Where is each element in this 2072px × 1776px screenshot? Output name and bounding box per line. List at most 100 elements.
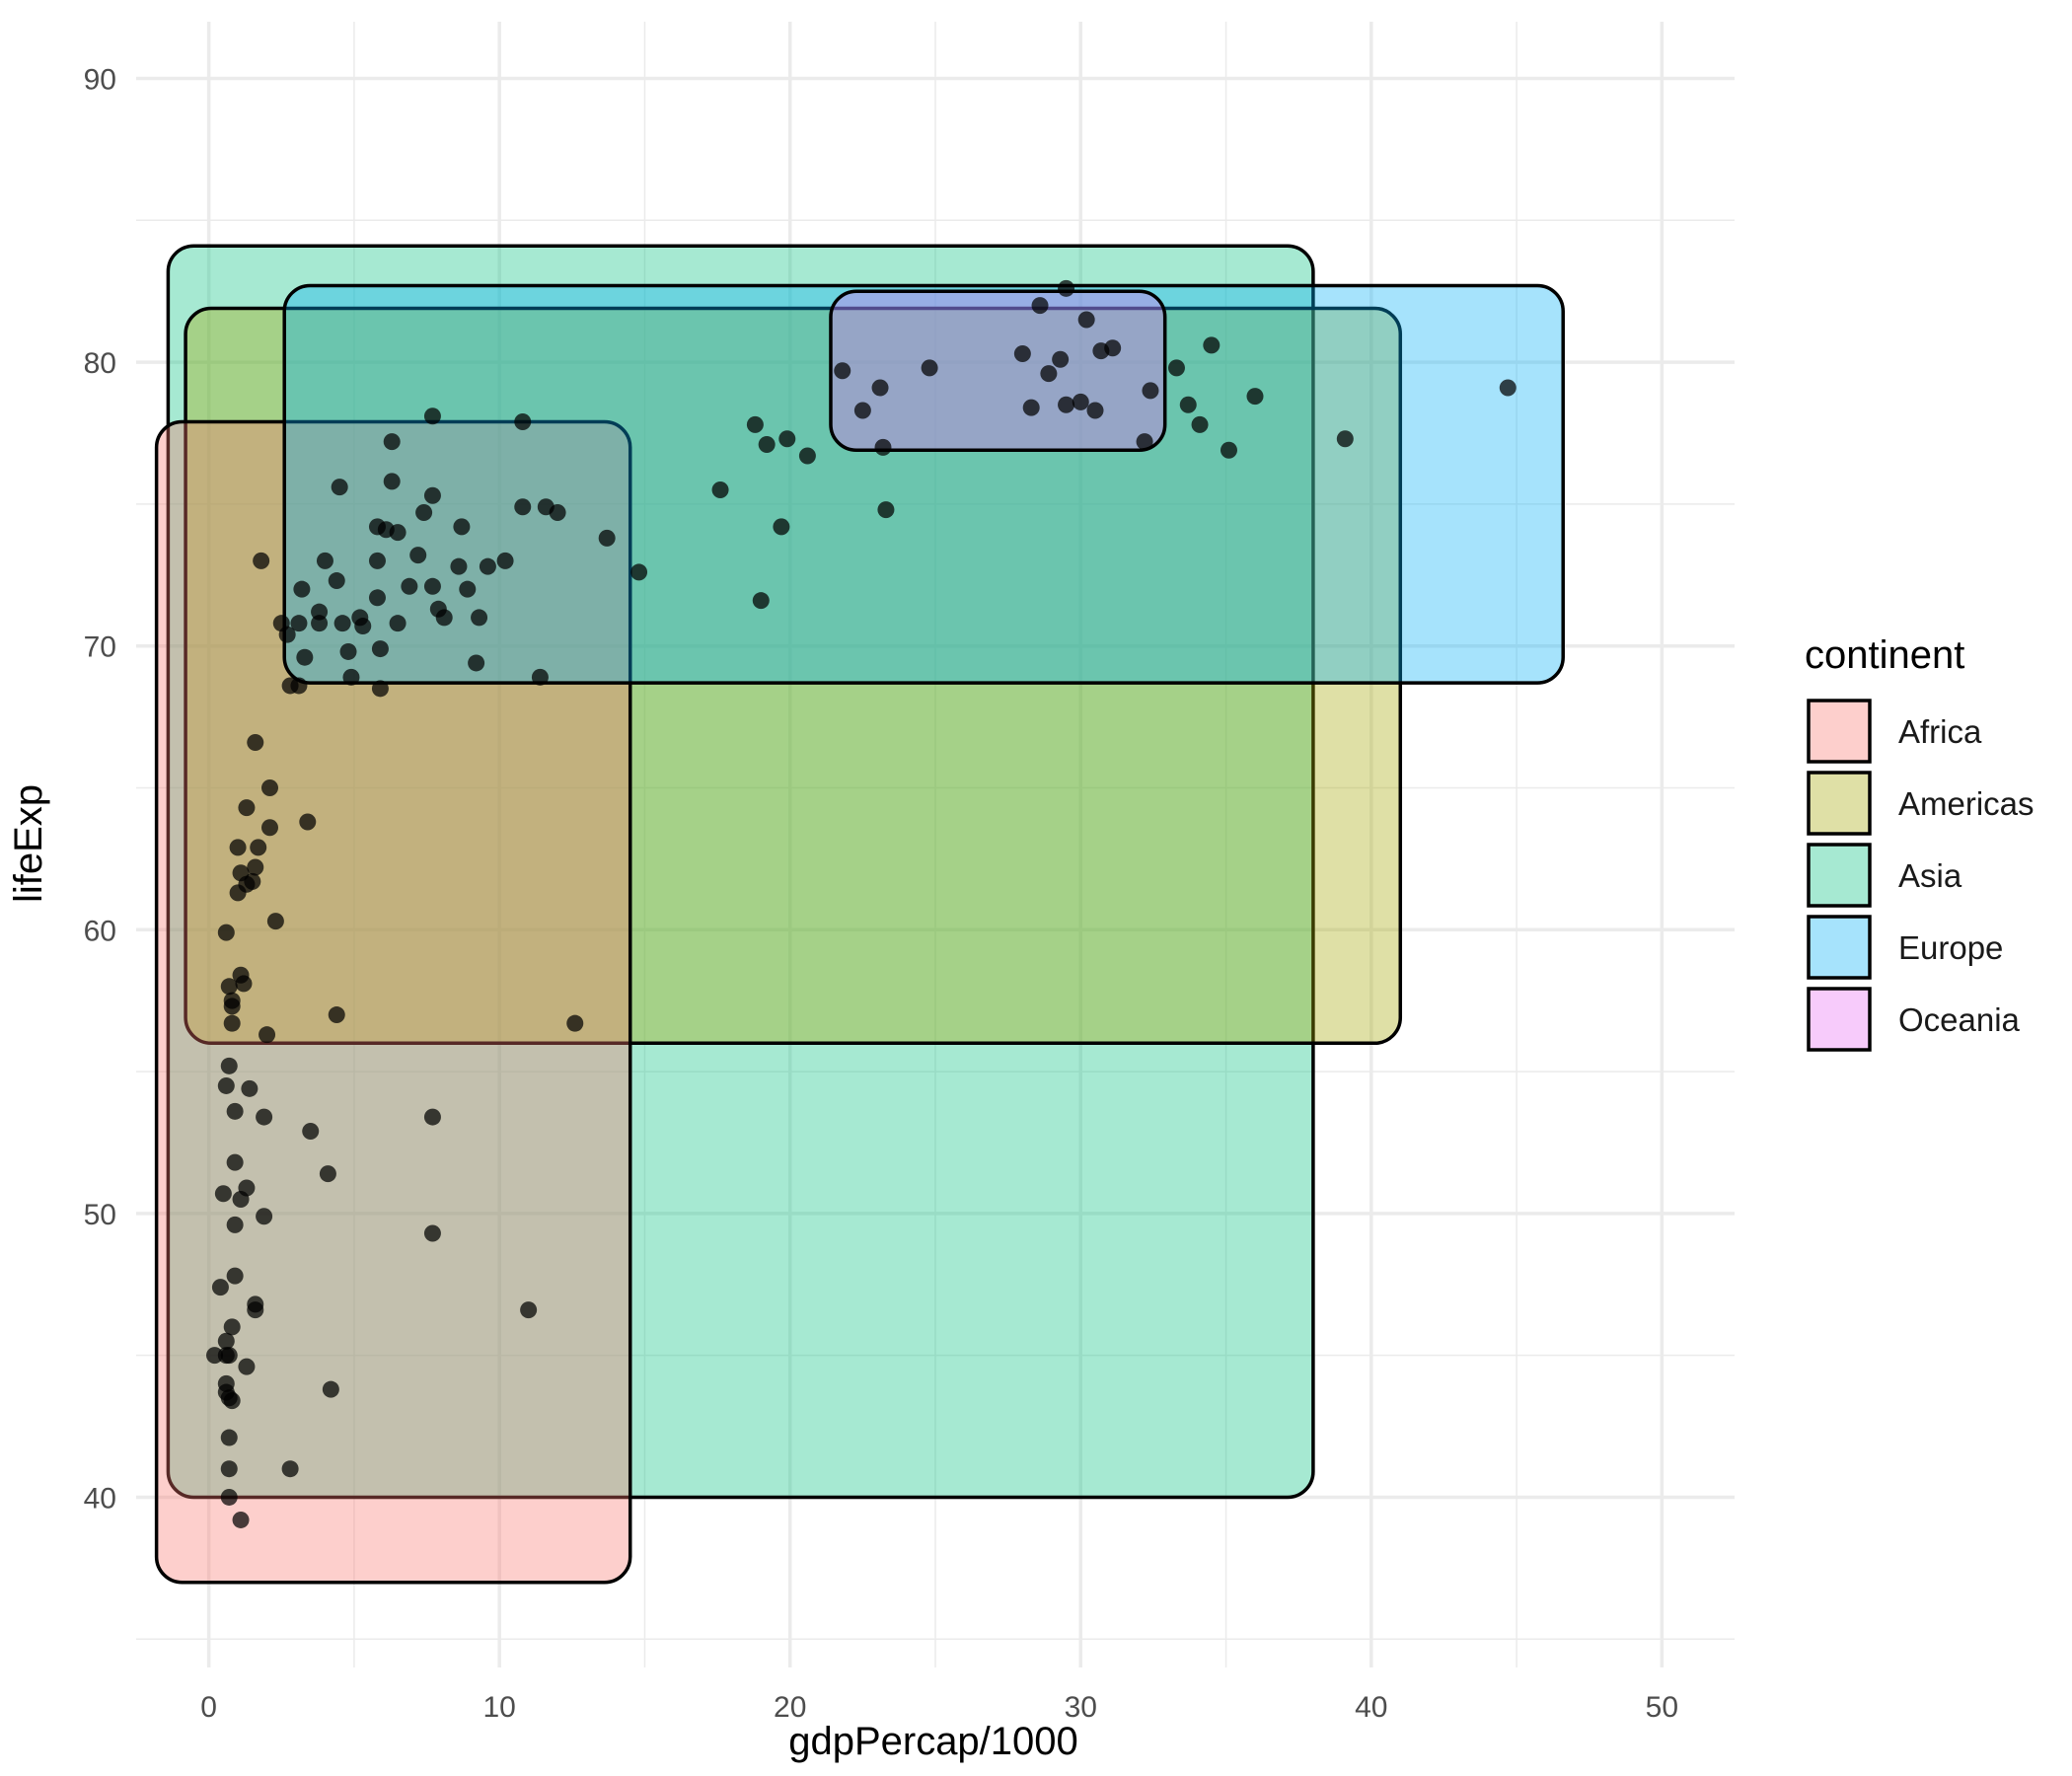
- x-axis-title: gdpPercap/1000: [788, 1720, 1078, 1763]
- data-point: [220, 1488, 238, 1506]
- y-tick-label: 90: [84, 64, 116, 97]
- data-points: [206, 279, 1517, 1528]
- data-point: [371, 640, 389, 658]
- data-point: [220, 1429, 238, 1446]
- x-tick-label: 20: [774, 1691, 806, 1724]
- data-point: [1142, 382, 1159, 400]
- data-point: [531, 668, 549, 686]
- data-point: [220, 1057, 238, 1074]
- data-point: [333, 615, 351, 632]
- x-tick-label: 0: [200, 1691, 217, 1724]
- data-point: [874, 438, 892, 456]
- legend-label-africa: Africa: [1898, 713, 1982, 750]
- data-point: [226, 1153, 244, 1171]
- data-point: [409, 547, 427, 564]
- data-point: [1136, 433, 1153, 451]
- data-point: [752, 592, 770, 610]
- data-point: [1167, 359, 1185, 377]
- data-point: [450, 557, 468, 575]
- data-point: [1086, 402, 1104, 419]
- data-point: [423, 1108, 441, 1126]
- legend-key-americas: [1807, 771, 1872, 836]
- data-point: [468, 654, 485, 672]
- legend-label-asia: Asia: [1898, 857, 1962, 894]
- data-point: [217, 1332, 235, 1350]
- data-point: [401, 577, 418, 595]
- data-point: [226, 1216, 244, 1233]
- data-point: [853, 402, 871, 419]
- data-point: [1077, 311, 1095, 329]
- data-point: [342, 668, 360, 686]
- legend-label-europe: Europe: [1898, 929, 2003, 966]
- data-point: [354, 618, 372, 635]
- data-point: [217, 1076, 235, 1094]
- data-point: [223, 998, 241, 1015]
- legend-key-oceania: [1807, 987, 1872, 1052]
- data-point: [1072, 393, 1089, 410]
- y-axis-title: lifeExp: [7, 784, 50, 903]
- data-point: [773, 518, 790, 536]
- legend-title: continent: [1805, 633, 1964, 677]
- data-point: [259, 1026, 276, 1044]
- data-point: [260, 778, 278, 796]
- data-point: [514, 412, 532, 430]
- data-point: [423, 577, 441, 595]
- data-point: [1052, 350, 1070, 368]
- data-point: [371, 680, 389, 698]
- legend-key-background: [1807, 987, 1872, 1052]
- data-point: [798, 447, 816, 465]
- legend-label-americas: Americas: [1898, 785, 2035, 822]
- x-tick-label: 10: [482, 1691, 515, 1724]
- y-tick-label: 80: [84, 347, 116, 380]
- group-box-americas: [184, 306, 1403, 1046]
- data-point: [423, 407, 441, 425]
- data-point: [1058, 279, 1075, 297]
- data-point: [339, 642, 357, 660]
- x-tick-label: 30: [1065, 1691, 1097, 1724]
- data-point: [537, 498, 555, 516]
- data-point: [328, 1006, 345, 1024]
- data-point: [281, 1460, 299, 1478]
- legend-key-africa: [1807, 699, 1872, 764]
- data-point: [383, 473, 401, 490]
- x-tick-label: 50: [1646, 1691, 1678, 1724]
- data-point: [778, 430, 796, 448]
- data-point: [1031, 297, 1049, 315]
- data-point: [322, 1380, 339, 1398]
- group-box-europe: [282, 283, 1565, 685]
- data-point: [746, 415, 764, 433]
- group-box-asia: [166, 244, 1315, 1500]
- data-point: [223, 1392, 241, 1410]
- data-point: [368, 518, 386, 536]
- data-point: [299, 813, 317, 831]
- data-point: [253, 552, 270, 569]
- x-tick-label: 40: [1355, 1691, 1387, 1724]
- data-point: [1040, 365, 1058, 383]
- data-point: [1179, 396, 1197, 413]
- data-point: [423, 486, 441, 504]
- data-point: [1246, 388, 1264, 406]
- data-point: [383, 433, 401, 451]
- legend-key-asia: [1807, 843, 1872, 908]
- data-point: [238, 1358, 256, 1375]
- legend-key-background: [1807, 843, 1872, 908]
- data-point: [598, 529, 616, 547]
- data-point: [368, 589, 386, 607]
- data-point: [1013, 344, 1031, 362]
- data-point: [226, 1267, 244, 1285]
- data-point: [1092, 342, 1110, 360]
- data-point: [415, 504, 433, 522]
- data-point: [1499, 379, 1517, 397]
- data-point: [226, 1102, 244, 1120]
- data-point: [229, 839, 247, 856]
- data-point: [235, 975, 253, 993]
- data-point: [256, 1208, 273, 1225]
- data-point: [290, 677, 308, 695]
- data-point: [834, 362, 851, 380]
- legend: continent Africa Americas Asia Europe Oceani…: [1805, 633, 2035, 1052]
- data-point: [229, 884, 247, 902]
- data-point: [1191, 415, 1209, 433]
- data-point: [1058, 396, 1075, 413]
- legend-key-background: [1807, 915, 1872, 980]
- data-point: [311, 603, 329, 621]
